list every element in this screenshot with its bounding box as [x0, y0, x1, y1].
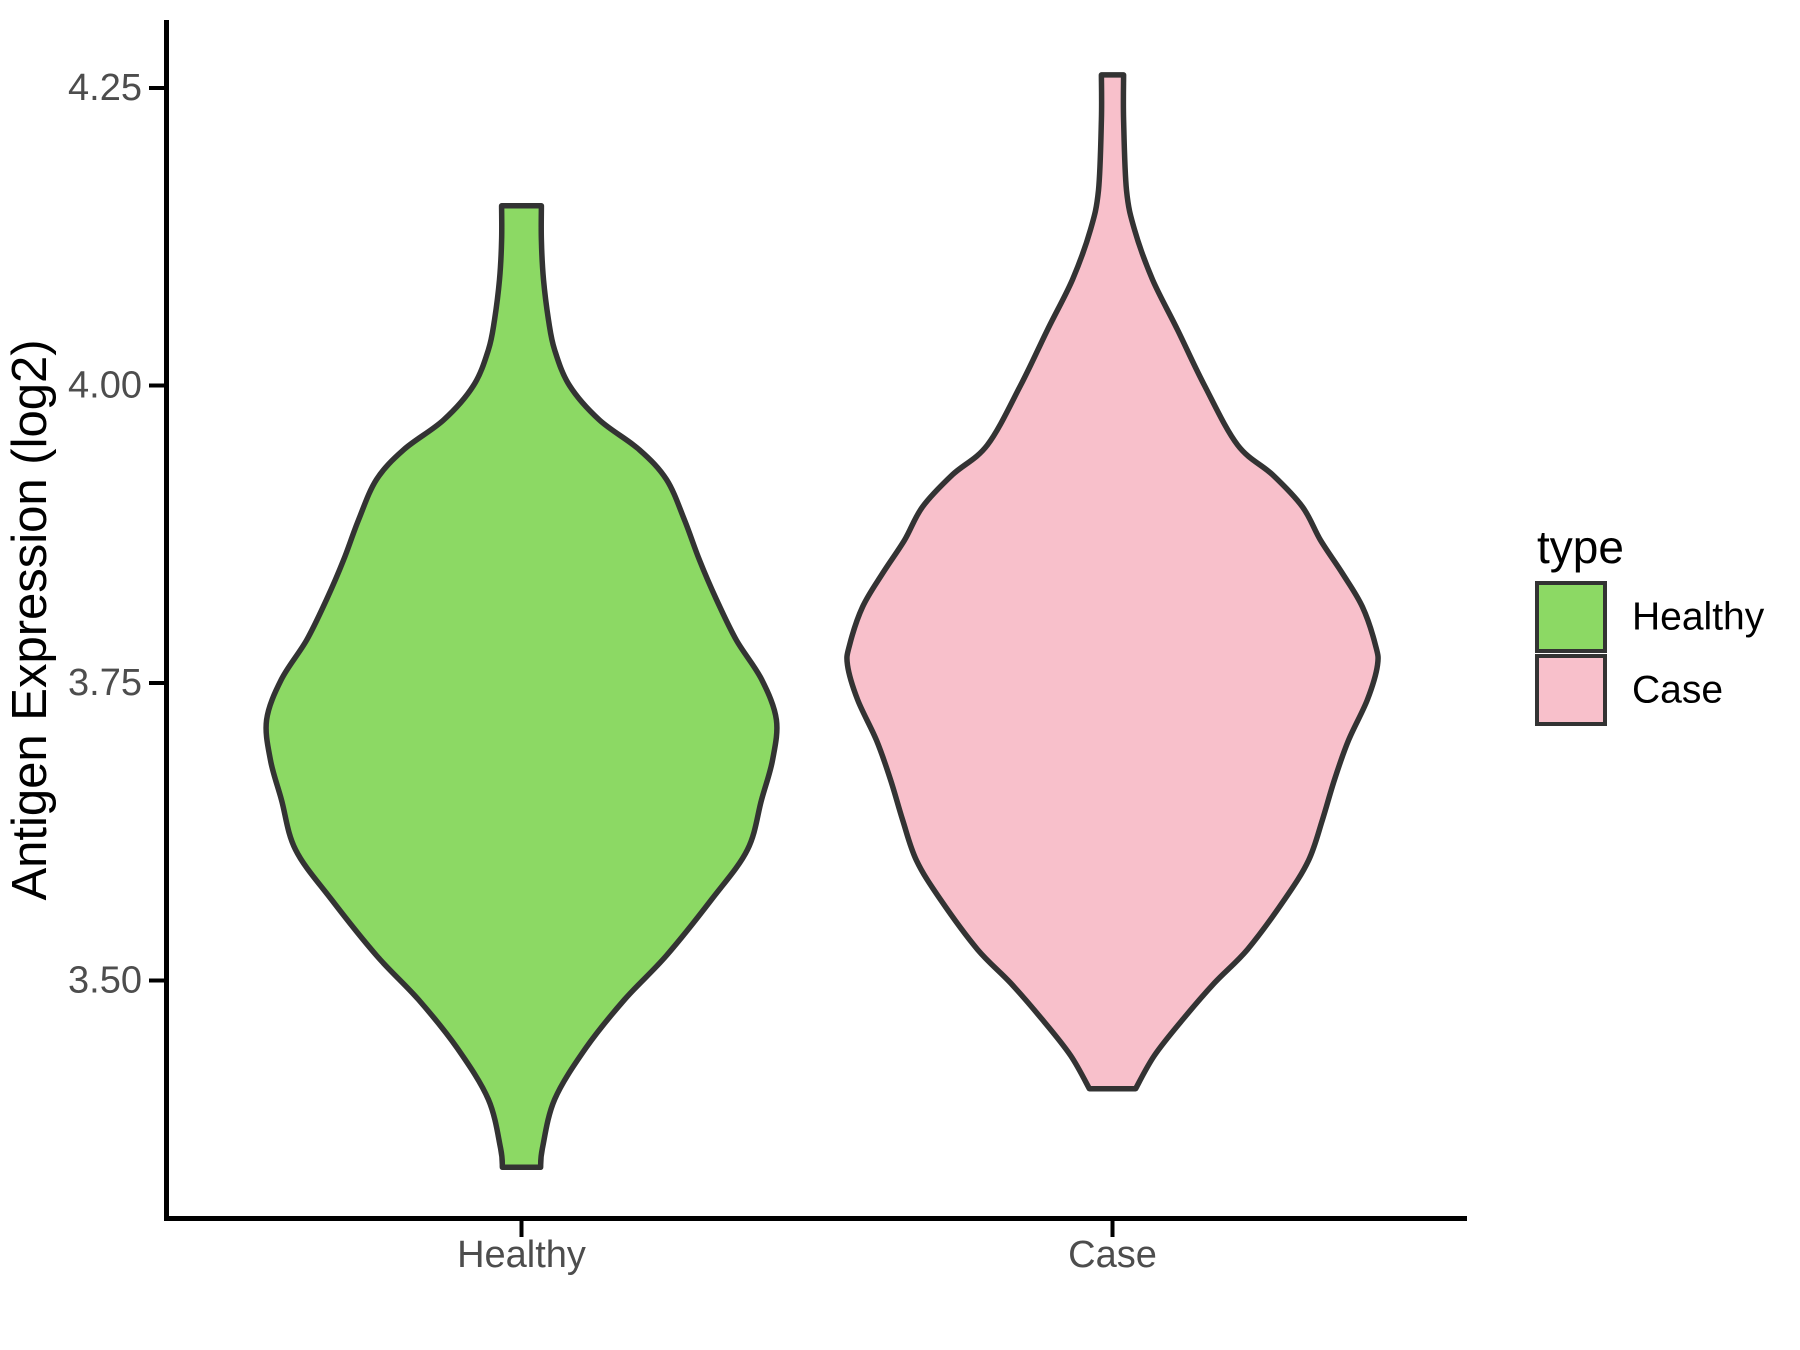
legend-label-healthy: Healthy: [1632, 596, 1765, 639]
x-tick-label-healthy: Healthy: [457, 1234, 586, 1276]
legend-title: type: [1537, 521, 1624, 573]
violins: [263, 72, 1381, 1171]
y-tick-label: 4.00: [68, 365, 142, 407]
legend-key-case: [1535, 654, 1607, 726]
x-axis: Healthy Case: [164, 1216, 1467, 1276]
y-axis: 4.25 4.00 3.75 3.50 Antigen Expression (…: [3, 20, 169, 1221]
violin-healthy: [263, 203, 780, 1171]
legend: type Healthy Case: [1535, 521, 1765, 726]
legend-key-healthy: [1535, 581, 1607, 653]
violin-case: [844, 72, 1381, 1092]
x-tick-label-case: Case: [1068, 1234, 1157, 1276]
y-tick-label: 3.50: [68, 960, 142, 1002]
legend-label-case: Case: [1632, 669, 1723, 712]
y-tick-label: 3.75: [68, 662, 142, 704]
y-axis-title: Antigen Expression (log2): [3, 339, 57, 900]
y-tick-label: 4.25: [68, 67, 142, 109]
